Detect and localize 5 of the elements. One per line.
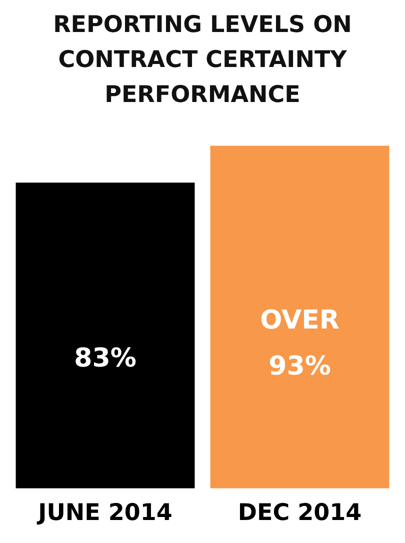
chart-title: REPORTING LEVELS ON CONTRACT CERTAINTY PERFORMANCE (52, 11, 353, 110)
x-tick-label: JUNE 2014 (36, 500, 172, 526)
data-label: 83% (74, 344, 136, 374)
data-label: OVER 93% (260, 305, 340, 382)
x-tick-label: DEC 2014 (238, 500, 362, 526)
